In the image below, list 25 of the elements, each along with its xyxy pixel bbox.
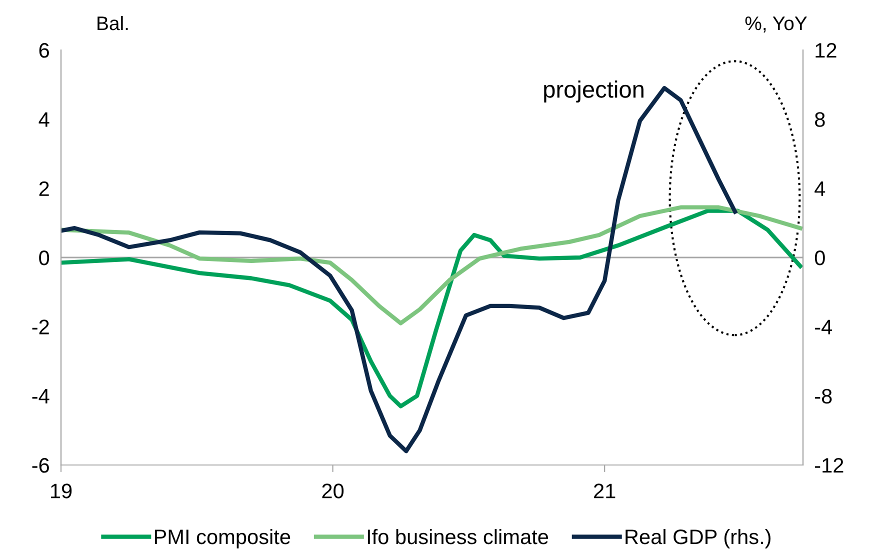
y2-tick-label: 8 [815, 112, 825, 127]
x-tick-label: 19 [51, 484, 72, 498]
y2-tick-label: -12 [815, 458, 844, 473]
y2-tick-label: 12 [816, 43, 836, 58]
annotation: projection [544, 80, 644, 103]
legend-label: PMI composite [154, 528, 290, 548]
y-tick-label: 0 [39, 250, 50, 266]
y2-tick-label: 4 [814, 182, 826, 196]
y-tick-label: -6 [32, 458, 49, 473]
y-tick-label: 6 [39, 43, 49, 58]
line-series [61, 208, 802, 408]
y-tick-label: 4 [38, 112, 50, 127]
legend-label: Ifo business climate [368, 528, 548, 544]
y2-tick-label: -8 [815, 388, 832, 404]
y-axis-title: Bal. [98, 16, 128, 30]
y-tick-label: -4 [32, 389, 50, 404]
x-tick-label: 21 [594, 484, 616, 498]
x-tick-label: 20 [322, 484, 344, 498]
line-series [61, 205, 802, 326]
y-tick-label: -2 [32, 320, 49, 334]
y2-axis-title: %, YoY [745, 16, 807, 33]
legend-label: Real GDP (rhs.) [626, 528, 770, 548]
y-tick-label: 2 [39, 181, 49, 196]
y2-tick-label: -4 [815, 320, 832, 334]
y2-tick-label: 0 [814, 250, 825, 266]
